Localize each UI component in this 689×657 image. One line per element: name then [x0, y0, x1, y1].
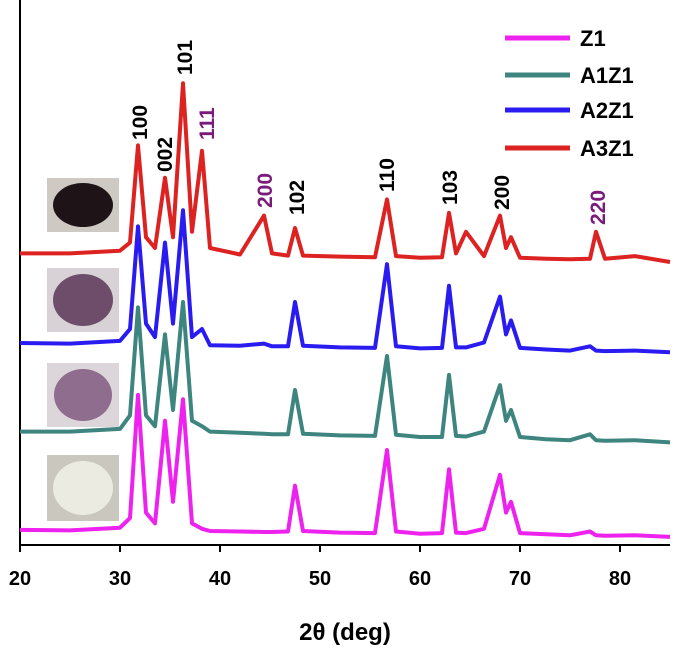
photo	[53, 274, 113, 326]
xrd-line	[20, 81, 671, 264]
legend-label: A2Z1	[580, 98, 634, 123]
sample-photos	[47, 178, 119, 521]
xrd-line	[20, 300, 671, 445]
peak-label: 100	[129, 105, 152, 140]
photo	[53, 461, 113, 515]
peak-label: 101	[174, 40, 197, 75]
xrd-line	[19, 208, 671, 355]
x-tick-label: 80	[609, 568, 631, 590]
peak-label: 110	[376, 158, 399, 192]
x-axis-label: 2θ (deg)	[299, 619, 391, 646]
legend-label: Z1	[580, 26, 606, 51]
peak-label: 200	[254, 173, 277, 208]
photo	[54, 369, 112, 421]
x-tick-label: 50	[309, 568, 331, 590]
legend-label: A1Z1	[580, 63, 634, 88]
x-tick-label: 40	[209, 568, 231, 590]
x-tick-label: 20	[9, 568, 31, 590]
peak-label: 111	[196, 107, 219, 140]
photo	[53, 183, 113, 227]
x-tick-label: 70	[509, 568, 531, 590]
peak-label: 102	[286, 180, 309, 215]
x-tick-label: 30	[109, 568, 131, 590]
x-tick-label: 60	[409, 568, 431, 590]
peak-label: 200	[491, 175, 514, 210]
xrd-line	[19, 392, 671, 539]
peak-label: 103	[439, 170, 462, 205]
legend-label: A3Z1	[580, 136, 634, 161]
peak-label: 002	[154, 137, 177, 172]
peak-label: 220	[587, 190, 610, 225]
